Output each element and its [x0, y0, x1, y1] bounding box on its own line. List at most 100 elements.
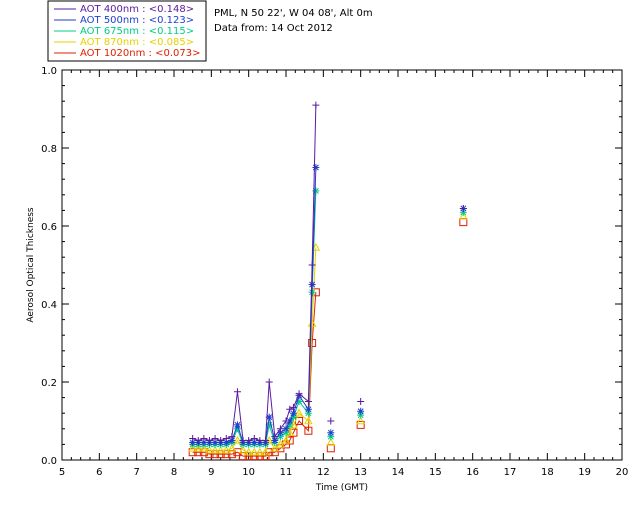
series-line [192, 105, 317, 442]
data-point [238, 445, 248, 454]
data-point [211, 435, 219, 443]
data-point [233, 435, 242, 444]
data-point [244, 447, 254, 456]
data-point [312, 187, 320, 195]
data-point [199, 443, 209, 452]
data-point [216, 445, 226, 454]
x-tick-label: 14 [392, 467, 405, 478]
data-point [294, 408, 304, 417]
legend-entry: AOT 400nm : <0.148> [80, 4, 194, 15]
series-line [192, 292, 317, 457]
x-tick-label: 13 [354, 467, 367, 478]
data-point [233, 425, 241, 433]
data-point [228, 433, 236, 441]
data-point [459, 218, 468, 227]
data-point [250, 438, 258, 446]
y-tick-label: 0.6 [41, 222, 57, 233]
data-point [194, 437, 202, 444]
series-line [192, 247, 317, 453]
x-tick-label: 7 [133, 467, 139, 478]
data-point [326, 437, 336, 446]
series-line [192, 190, 317, 445]
data-point [189, 438, 197, 446]
plot-border [61, 69, 623, 461]
data-point [245, 437, 253, 444]
x-tick-label: 8 [171, 467, 177, 478]
legend-entry: AOT 1020nm : <0.073> [80, 48, 200, 59]
data-point [458, 211, 468, 220]
data-point [286, 417, 294, 425]
data-point [357, 411, 365, 419]
data-point [222, 435, 230, 443]
data-point [286, 405, 294, 413]
data-point [228, 437, 236, 444]
data-point [286, 421, 294, 429]
data-point [250, 435, 258, 443]
plot-frame [61, 69, 623, 461]
data-point [200, 438, 208, 446]
data-point [304, 398, 312, 405]
data-point [327, 433, 335, 441]
station-location: PML, N 50 22', W 04 08', Alt 0m [214, 8, 373, 19]
data-point [304, 416, 313, 425]
data-point [356, 416, 366, 425]
data-point [304, 405, 312, 413]
data-point [265, 421, 273, 429]
data-point [327, 417, 335, 425]
data-point [249, 447, 259, 456]
data-point [276, 439, 285, 448]
data-point [357, 398, 365, 405]
data-point [271, 433, 279, 441]
data-point [233, 388, 241, 396]
series-6750nm [189, 187, 467, 448]
data-point [289, 413, 297, 421]
data-point [222, 438, 230, 446]
legend-entry: AOT 675nm : <0.115> [80, 26, 194, 37]
data-point [357, 407, 365, 415]
y-tick-label: 0.4 [41, 300, 57, 311]
data-point [295, 390, 303, 398]
data-point [308, 281, 316, 288]
data-point [265, 378, 273, 386]
data-point [200, 435, 208, 443]
series-1020nm [188, 218, 468, 461]
data-point [308, 339, 317, 347]
axis-ticks: 5 6 7 8 9 10 11 12 13 14 15 16 17 18 19 20 0.0 0.2 0.4 0.6 0… [41, 66, 628, 478]
legend: AOT 400nm : <0.148>AOT 500nm : <0.123>AO… [47, 0, 207, 62]
data-point [276, 425, 284, 433]
data-point [295, 398, 303, 405]
data-point [221, 445, 231, 454]
data-point [459, 204, 467, 212]
x-tick-label: 18 [541, 467, 554, 478]
x-tick-label: 5 [59, 467, 65, 478]
data-point [255, 447, 265, 456]
data-point [289, 403, 297, 411]
y-tick-label: 1.0 [41, 66, 57, 77]
data-point [270, 443, 280, 452]
series-5000nm [189, 164, 467, 446]
x-tick-label: 10 [242, 467, 255, 478]
x-tick-label: 19 [578, 467, 591, 478]
data-point [189, 435, 197, 443]
data-point [327, 429, 335, 437]
data-point [304, 409, 312, 417]
data-point [308, 261, 316, 269]
y-axis-label: Aerosol Optical Thickness [26, 207, 36, 323]
y-tick-label: 0.8 [41, 144, 57, 155]
x-axis-label: Time (GMT) [315, 483, 368, 493]
x-tick-label: 17 [504, 467, 517, 478]
data-point [289, 409, 297, 417]
data-point [276, 429, 284, 437]
data-point [205, 437, 213, 444]
data-point [188, 443, 198, 452]
data-point [227, 443, 237, 452]
data-point [459, 208, 467, 216]
data-point [211, 438, 219, 446]
legend-entry: AOT 500nm : <0.123> [80, 15, 194, 26]
x-tick-label: 15 [429, 467, 442, 478]
series-4000nm [189, 101, 467, 444]
data-point [356, 420, 365, 429]
x-tick-label: 6 [96, 467, 102, 478]
data-point [271, 437, 279, 444]
